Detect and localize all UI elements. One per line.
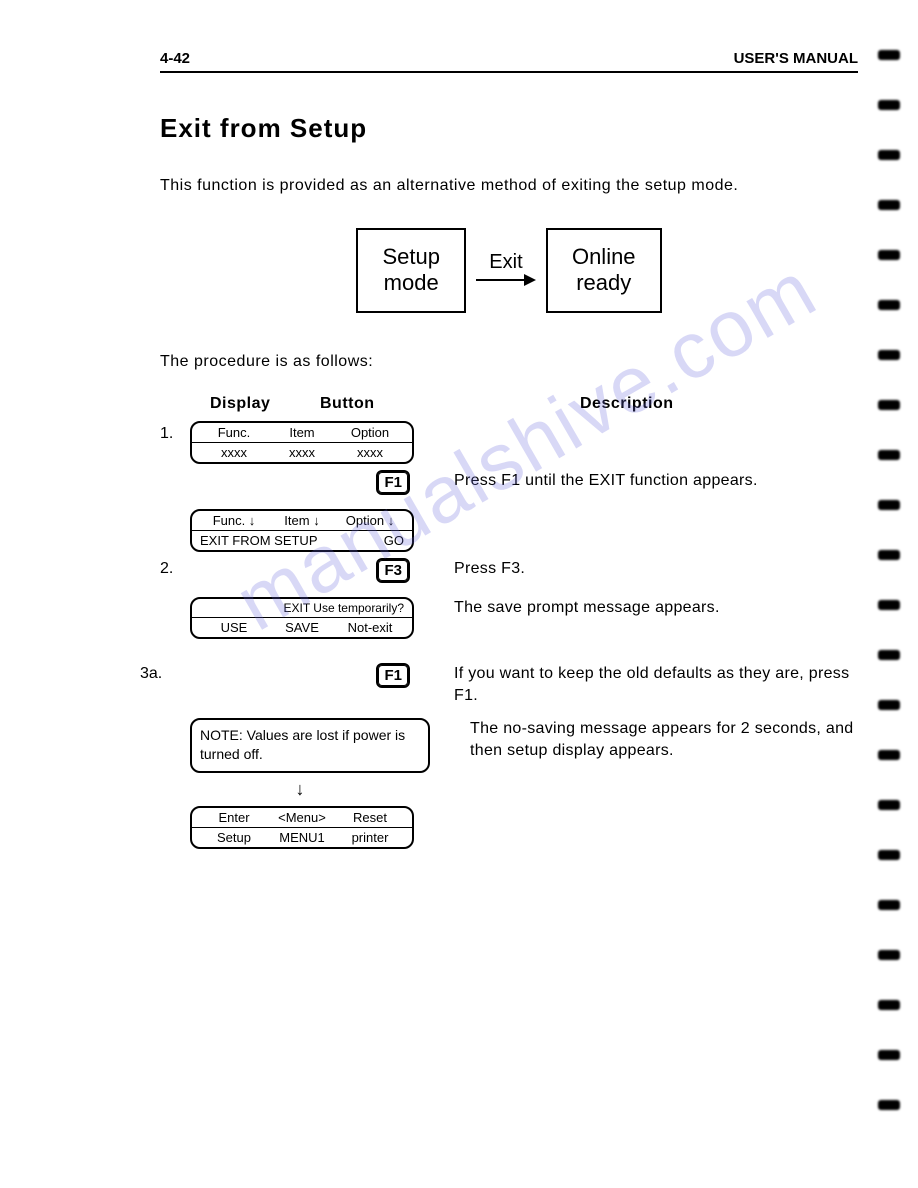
lcd-cell: Func. ↓ xyxy=(200,513,268,528)
hole-icon xyxy=(878,1050,900,1060)
section-title: Exit from Setup xyxy=(160,113,858,144)
hole-icon xyxy=(878,550,900,560)
doc-title: USER'S MANUAL xyxy=(734,50,858,67)
f3-key-icon: F3 xyxy=(376,558,410,583)
procedure-intro: The procedure is as follows: xyxy=(160,353,858,371)
exit-arrow: Exit xyxy=(476,251,536,290)
box-line: ready xyxy=(572,270,636,296)
col-button: Button xyxy=(320,395,450,413)
hole-icon xyxy=(878,950,900,960)
intro-text: This function is provided as an alternat… xyxy=(160,174,858,198)
lcd-cell: Reset xyxy=(336,810,404,825)
column-headers: Display Button Description xyxy=(160,395,858,413)
step-1b: Func. ↓ Item ↓ Option ↓ EXIT FROM SETUP … xyxy=(160,509,858,552)
step-3b-desc: The no-saving message appears for 2 seco… xyxy=(430,718,858,763)
col-display: Display xyxy=(160,395,320,413)
lcd-cell: xxxx xyxy=(268,445,336,460)
lcd-cell: Option ↓ xyxy=(336,513,404,528)
f1-key-icon: F1 xyxy=(376,470,410,495)
setup-mode-box: Setup mode xyxy=(356,228,466,313)
box-line: Online xyxy=(572,244,636,270)
state-diagram: Setup mode Exit Online ready xyxy=(160,228,858,313)
f1-key-icon: F1 xyxy=(376,663,410,688)
step-3a: 3a. F1 If you want to keep the old defau… xyxy=(160,663,858,708)
hole-icon xyxy=(878,850,900,860)
note-box: NOTE: Values are lost if power is turned… xyxy=(190,718,430,773)
down-arrow-icon: ↓ xyxy=(190,779,410,800)
lcd-cell: USE xyxy=(200,620,268,635)
hole-icon xyxy=(878,200,900,210)
lcd-display: Func. Item Option xxxx xxxx xxxx xyxy=(190,421,414,464)
lcd-cell: SAVE xyxy=(268,620,336,635)
lcd-cell: Option xyxy=(336,425,404,440)
box-line: Setup xyxy=(382,244,440,270)
step-2: 2. F3 Press F3. xyxy=(160,558,858,583)
lcd-cell: Item ↓ xyxy=(268,513,336,528)
hole-icon xyxy=(878,800,900,810)
hole-icon xyxy=(878,650,900,660)
lcd-cell: Setup xyxy=(200,830,268,845)
arrow-icon xyxy=(476,270,536,290)
lcd-cell: Func. xyxy=(200,425,268,440)
hole-icon xyxy=(878,350,900,360)
step-3c: Enter <Menu> Reset Setup MENU1 printer xyxy=(160,806,858,849)
lcd-cell: xxxx xyxy=(336,445,404,460)
step-number: 1. xyxy=(160,421,190,443)
box-line: mode xyxy=(382,270,440,296)
manual-page: 4-42 USER'S MANUAL Exit from Setup This … xyxy=(0,0,918,895)
hole-icon xyxy=(878,50,900,60)
lcd-cell: printer xyxy=(336,830,404,845)
hole-icon xyxy=(878,500,900,510)
lcd-cell: GO xyxy=(336,533,404,548)
hole-icon xyxy=(878,600,900,610)
lcd-cell: EXIT FROM SETUP xyxy=(200,533,336,548)
col-description: Description xyxy=(450,395,674,413)
step-3b: NOTE: Values are lost if power is turned… xyxy=(160,718,858,773)
step-1-desc: Press F1 until the EXIT function appears… xyxy=(414,470,858,492)
hole-icon xyxy=(878,450,900,460)
lcd-cell: xxxx xyxy=(200,445,268,460)
binding-holes xyxy=(878,50,900,1110)
step-2-desc: Press F3. xyxy=(414,558,858,580)
lcd-cell: Enter xyxy=(200,810,268,825)
lcd-display: Enter <Menu> Reset Setup MENU1 printer xyxy=(190,806,414,849)
step-number: 2. xyxy=(160,558,190,578)
step-number: 3a. xyxy=(140,663,170,683)
hole-icon xyxy=(878,700,900,710)
hole-icon xyxy=(878,900,900,910)
hole-icon xyxy=(878,300,900,310)
hole-icon xyxy=(878,100,900,110)
lcd-cell: Item xyxy=(268,425,336,440)
step-2b: EXIT Use temporarily? USE SAVE Not-exit … xyxy=(160,597,858,639)
hole-icon xyxy=(878,250,900,260)
page-number: 4-42 xyxy=(160,50,190,67)
page-header: 4-42 USER'S MANUAL xyxy=(160,50,858,73)
lcd-cell: Not-exit xyxy=(336,620,404,635)
lcd-cell: EXIT Use temporarily? xyxy=(200,601,404,615)
lcd-cell: MENU1 xyxy=(268,830,336,845)
step-1-key: F1 Press F1 until the EXIT function appe… xyxy=(160,470,858,495)
step-1: 1. Func. Item Option xxxx xxxx xxxx xyxy=(160,421,858,464)
step-3a-desc: If you want to keep the old defaults as … xyxy=(414,663,858,708)
hole-icon xyxy=(878,400,900,410)
online-ready-box: Online ready xyxy=(546,228,662,313)
lcd-display: Func. ↓ Item ↓ Option ↓ EXIT FROM SETUP … xyxy=(190,509,414,552)
hole-icon xyxy=(878,1000,900,1010)
hole-icon xyxy=(878,750,900,760)
hole-icon xyxy=(878,1100,900,1110)
hole-icon xyxy=(878,150,900,160)
lcd-display: EXIT Use temporarily? USE SAVE Not-exit xyxy=(190,597,414,639)
step-2b-desc: The save prompt message appears. xyxy=(414,597,858,619)
lcd-cell: <Menu> xyxy=(268,810,336,825)
